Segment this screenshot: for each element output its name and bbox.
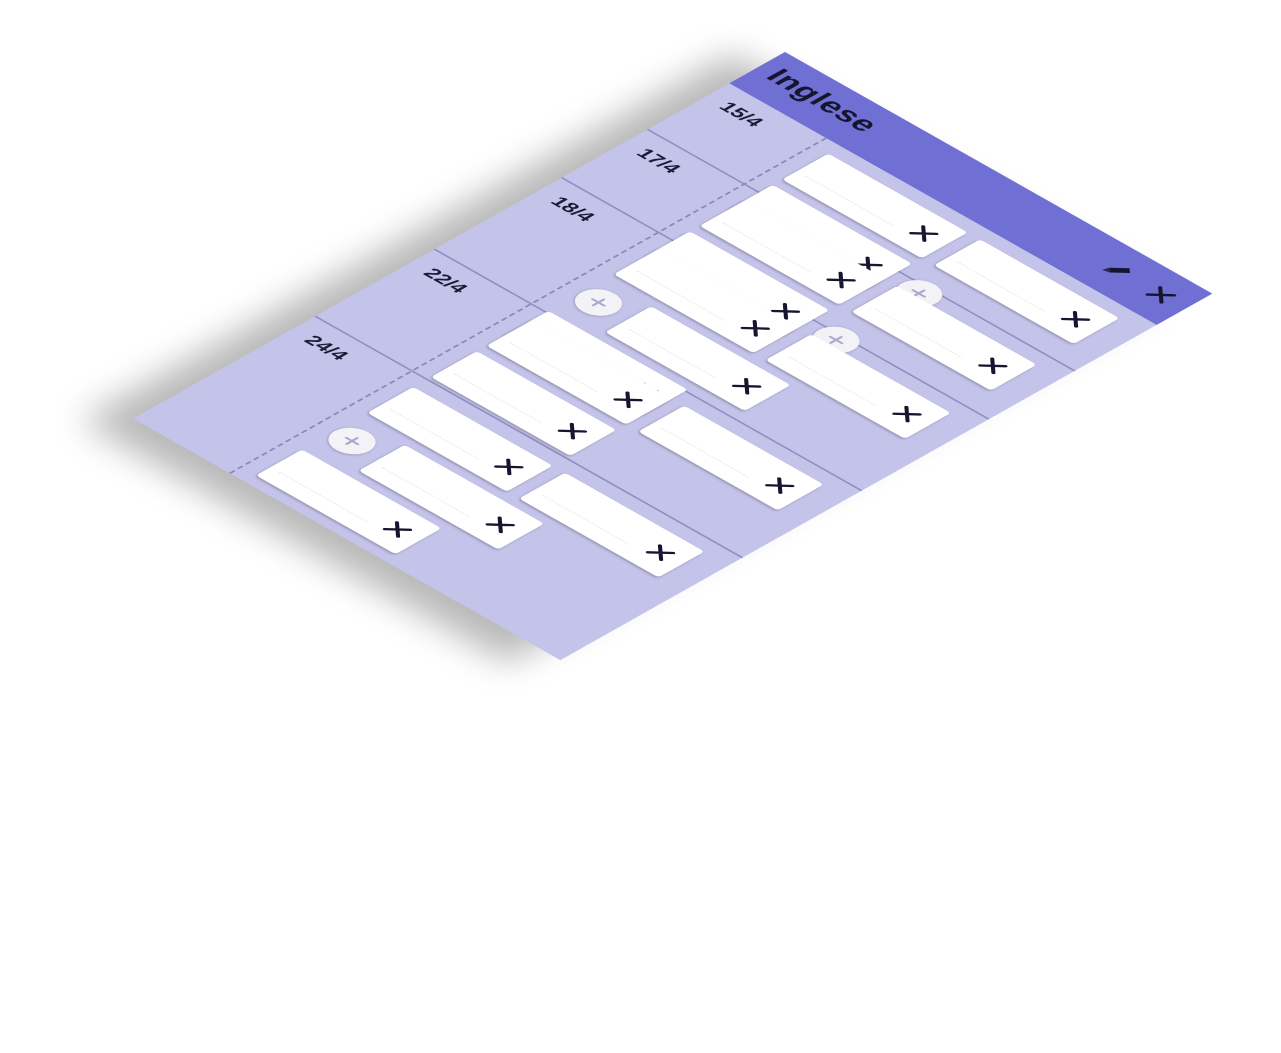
remove-item-button[interactable] xyxy=(631,536,691,570)
day-row: 24/4 xyxy=(133,317,742,660)
edit-button[interactable] xyxy=(1081,250,1154,291)
x-icon xyxy=(645,544,676,561)
x-icon xyxy=(1060,311,1091,328)
day-date-label: 17/4 xyxy=(631,145,686,177)
add-item-button[interactable] xyxy=(565,283,632,322)
remove-item-button[interactable] xyxy=(725,311,785,345)
item-field xyxy=(851,285,1037,391)
day-row: 22/4 xyxy=(314,249,861,559)
item-field xyxy=(638,405,824,511)
item-field xyxy=(613,248,800,354)
day-row: 15/4 xyxy=(646,83,1157,372)
add-item-button[interactable] xyxy=(802,321,870,359)
close-icon xyxy=(1145,286,1177,304)
subject-card: Inglese 15/4 17/4 18/4 22/4 24/4 xyxy=(133,52,1213,661)
remove-item-button[interactable] xyxy=(598,383,658,417)
card-header: Inglese xyxy=(729,52,1213,325)
day-items xyxy=(430,319,842,552)
x-icon xyxy=(613,391,643,409)
remove-item-button[interactable] xyxy=(542,414,602,448)
remove-item-button[interactable] xyxy=(811,263,871,297)
remove-item-button[interactable] xyxy=(479,450,539,484)
remove-item-button[interactable] xyxy=(367,513,427,547)
x-icon xyxy=(892,405,922,423)
item-field xyxy=(486,319,673,425)
x-icon xyxy=(765,477,795,494)
close-button[interactable] xyxy=(1124,274,1197,315)
item-field xyxy=(765,334,951,439)
item-field xyxy=(430,351,617,456)
card-body: 15/4 17/4 18/4 22/4 24/4 xyxy=(133,83,1157,660)
remove-item-button[interactable] xyxy=(755,294,815,328)
item-field xyxy=(605,306,791,412)
day-row: 17/4 xyxy=(560,129,1074,420)
item-field xyxy=(255,449,442,555)
pencil-icon xyxy=(1102,267,1130,274)
x-icon xyxy=(382,521,413,538)
x-icon xyxy=(494,458,524,476)
item-field xyxy=(367,386,553,492)
x-icon xyxy=(731,377,762,395)
day-date-label: 15/4 xyxy=(714,99,768,130)
day-items xyxy=(255,386,723,651)
x-icon xyxy=(557,422,588,440)
item-field xyxy=(933,239,1120,345)
remove-item-button[interactable] xyxy=(717,369,777,403)
item-field xyxy=(358,444,545,550)
plus-icon xyxy=(344,436,360,446)
remove-item-button[interactable] xyxy=(963,349,1023,383)
day-date-label: 18/4 xyxy=(545,194,600,225)
x-icon xyxy=(770,303,801,320)
item-field xyxy=(643,231,830,337)
day-items xyxy=(726,153,1137,386)
remove-item-button[interactable] xyxy=(894,217,954,251)
x-icon xyxy=(978,357,1008,375)
day-date-label: 22/4 xyxy=(418,265,473,297)
day-items xyxy=(643,200,1055,432)
plus-icon xyxy=(828,335,844,345)
remove-item-button[interactable] xyxy=(1046,302,1106,336)
plus-icon xyxy=(591,298,606,307)
x-icon xyxy=(740,320,770,337)
day-date-label: 24/4 xyxy=(299,332,353,364)
remove-item-button[interactable] xyxy=(470,508,530,542)
item-field xyxy=(699,200,886,305)
remove-item-button[interactable] xyxy=(750,469,810,503)
remove-item-button[interactable] xyxy=(877,397,937,431)
x-icon xyxy=(826,271,856,289)
add-item-button[interactable] xyxy=(318,422,386,460)
item-field xyxy=(782,153,968,259)
x-icon xyxy=(485,516,515,534)
x-icon xyxy=(909,225,939,242)
item-field xyxy=(518,472,705,578)
